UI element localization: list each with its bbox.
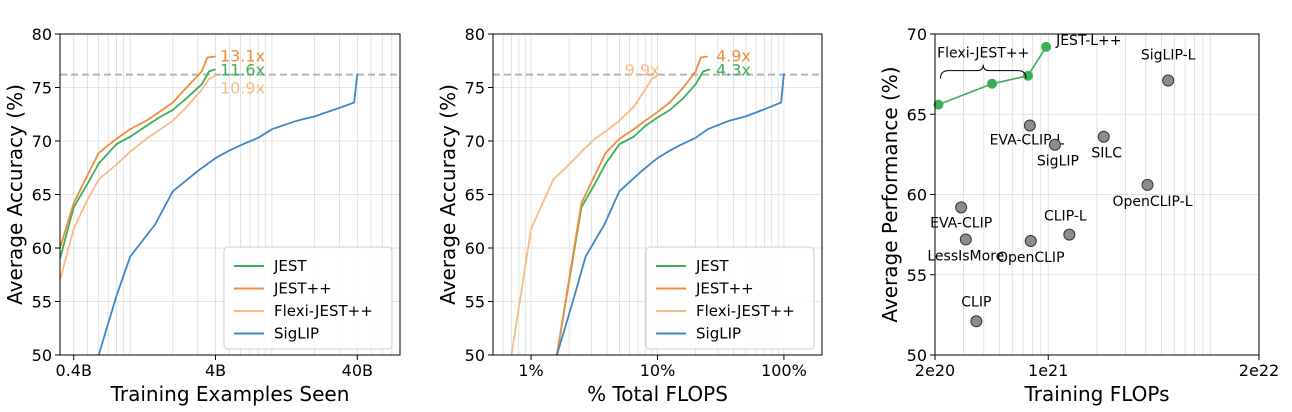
scatter-point (1048, 138, 1061, 151)
scatter-point (1141, 178, 1154, 191)
x-tick-label: 100% (761, 361, 807, 380)
legend-entry: SigLIP (274, 325, 319, 343)
point-label: OpenCLIP-L (1112, 194, 1192, 210)
speedup-annotation: 13.1x (220, 46, 265, 65)
x-axis-label: % Total FLOPS (587, 382, 728, 406)
y-tick-label: 65 (465, 186, 485, 205)
speedup-annotation: 4.9x (716, 46, 751, 65)
series-line-flexi-jest- (60, 74, 216, 281)
point-label: CLIP-L (1044, 209, 1087, 225)
series-line-siglip (97, 73, 359, 355)
x-axis-label: Training Examples Seen (110, 382, 350, 406)
y-tick-label: 65 (907, 105, 927, 124)
y-tick-label: 60 (465, 239, 485, 258)
scatter-point (1023, 119, 1036, 132)
y-tick-label: 70 (465, 132, 485, 151)
scatter-point (1024, 235, 1037, 248)
jest-point (1041, 41, 1052, 52)
y-tick-label: 75 (465, 79, 485, 98)
jest-point (987, 78, 998, 89)
y-tick-label: 55 (907, 266, 927, 285)
point-label: CLIP (961, 294, 991, 310)
scatter-point (959, 233, 972, 246)
x-tick-label: 0.4B (56, 361, 92, 380)
y-tick-label: 80 (465, 25, 485, 44)
x-tick-label: 10% (640, 361, 676, 380)
x-tick-label: 1e21 (1028, 361, 1068, 380)
x-tick-label: 2e20 (915, 361, 955, 380)
y-tick-label: 70 (907, 25, 927, 44)
y-tick-label: 65 (32, 186, 52, 205)
y-tick-label: 60 (32, 239, 52, 258)
legend-box (645, 246, 815, 350)
legend-entry: JEST (273, 257, 307, 275)
speedup-annotation: 10.9x (220, 79, 265, 98)
x-tick-label: 2e22 (1239, 361, 1279, 380)
flexi-bracket (939, 64, 1027, 79)
legend-entry: JEST (695, 257, 729, 275)
legend-entry: Flexi-JEST++ (696, 302, 795, 320)
point-label: SigLIP (1037, 154, 1079, 170)
speedup-annotation: 9.9x (625, 60, 660, 79)
series-line-jest- (60, 55, 216, 249)
y-axis-label: Average Accuracy (%) (436, 84, 460, 305)
point-label: EVA-CLIP-L (990, 132, 1065, 148)
legend-box (223, 246, 393, 350)
flexi-bracket-label: Flexi-JEST++ (937, 46, 1029, 62)
y-tick-label: 50 (32, 346, 52, 365)
y-tick-label: 80 (32, 25, 52, 44)
jest-line (938, 46, 1047, 106)
scatter-point (1162, 74, 1175, 87)
point-label: SILC (1091, 146, 1122, 162)
series-line-jest- (556, 55, 708, 355)
speedup-annotation: 4.3x (716, 60, 751, 79)
chart-training-flops: Flexi-JEST++ JEST-L++ SigLIP-L EVA-CLIP-L Si… (878, 25, 1279, 406)
x-tick-label: 4B (205, 361, 226, 380)
y-axis-label: Average Accuracy (%) (3, 84, 27, 305)
chart-total-flops: 4.9x4.3x 9.9x 50 55 60 65 70 75 80 1% 10% 100% % Tot… (436, 25, 823, 406)
x-tick-label: 1% (518, 361, 543, 380)
series-line-flexi-jest- (510, 74, 658, 355)
point-label: EVA-CLIP (930, 215, 992, 231)
point-label: JEST-L++ (1055, 33, 1121, 49)
y-tick-label: 60 (907, 186, 927, 205)
jest-point (933, 99, 944, 110)
series-line-siglip (556, 73, 785, 355)
scatter-point (1063, 228, 1076, 241)
legend-entry: JEST++ (273, 280, 332, 298)
x-tick-label: 40B (342, 361, 373, 380)
speedup-annotation: 11.6x (220, 60, 265, 79)
y-tick-label: 50 (465, 346, 485, 365)
scatter-point (1097, 130, 1110, 143)
scatter-point (955, 201, 968, 214)
point-label: SigLIP-L (1141, 48, 1196, 64)
jest-point (1022, 70, 1033, 81)
series-line-jest (60, 68, 216, 259)
y-tick-label: 55 (465, 293, 485, 312)
y-axis-label: Average Performance (%) (878, 66, 902, 322)
legend-entry: SigLIP (696, 325, 741, 343)
legend-entry: JEST++ (695, 280, 754, 298)
y-tick-label: 70 (32, 132, 52, 151)
y-tick-label: 75 (32, 79, 52, 98)
point-label: OpenCLIP (997, 250, 1065, 266)
y-tick-label: 55 (32, 293, 52, 312)
y-tick-label: 50 (907, 346, 927, 365)
series-line-jest (556, 68, 711, 355)
scatter-point (970, 315, 983, 328)
point-label: LessIsMore (927, 248, 1004, 264)
x-axis-label: Training FLOPs (1023, 382, 1169, 406)
legend-entry: Flexi-JEST++ (274, 302, 373, 320)
